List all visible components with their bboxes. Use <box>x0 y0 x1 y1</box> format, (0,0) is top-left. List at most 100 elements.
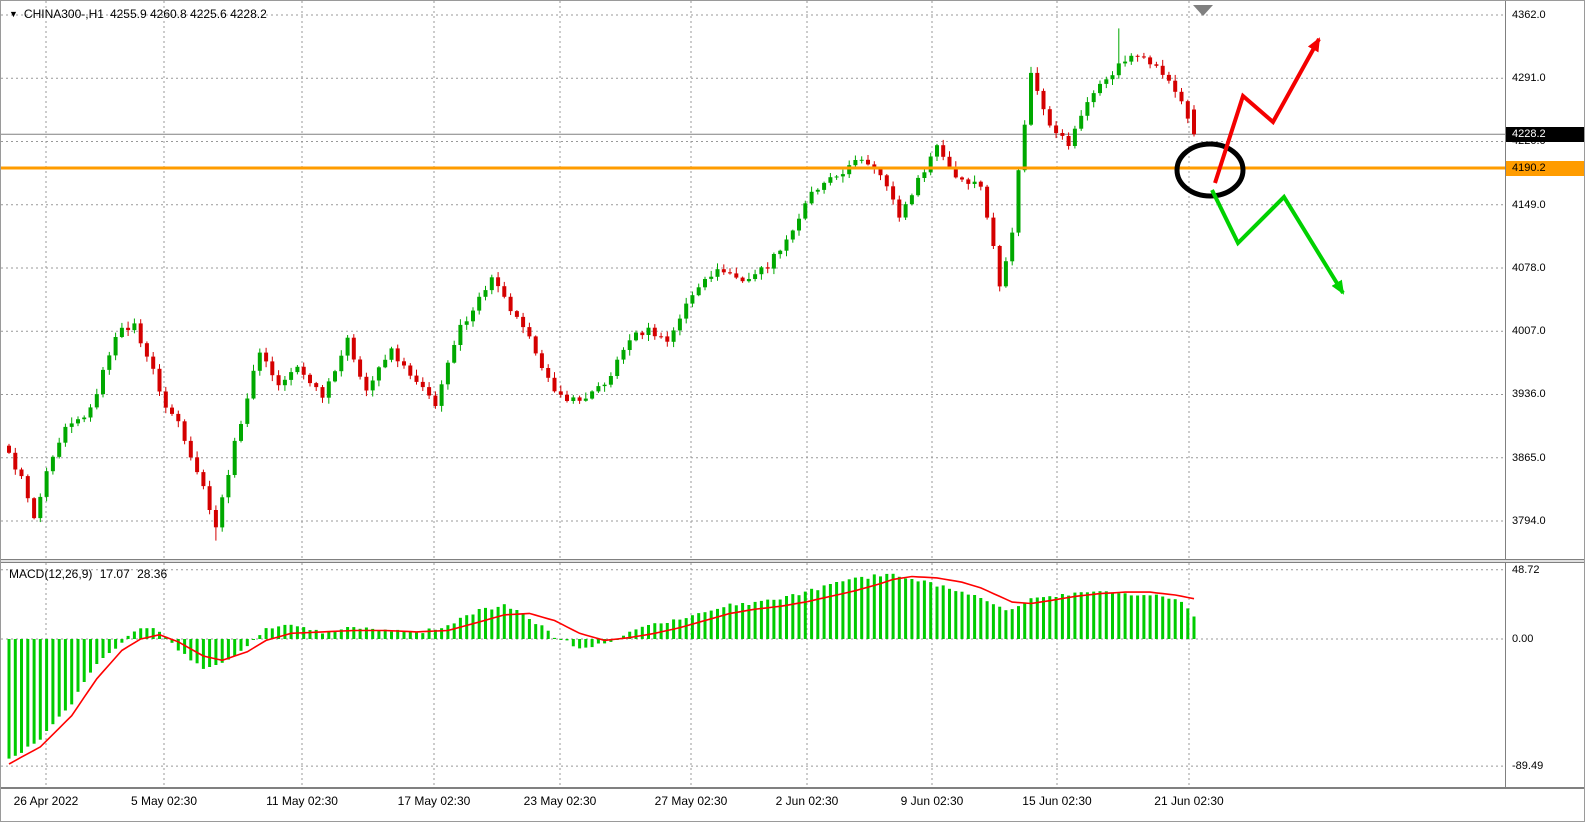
macd-bar <box>502 604 506 639</box>
macd-bar <box>822 585 826 639</box>
bearish-projection-arrow[interactable] <box>1210 189 1345 295</box>
candle <box>897 199 902 218</box>
macd-chart[interactable] <box>1 563 1505 787</box>
candle <box>314 383 319 388</box>
candle <box>370 380 375 391</box>
candle <box>170 407 174 414</box>
macd-bar <box>258 635 262 639</box>
candle <box>696 287 701 296</box>
candle <box>571 397 576 401</box>
macd-bar <box>358 628 362 639</box>
highlight-ellipse[interactable] <box>1174 141 1246 199</box>
macd-bar <box>333 631 337 639</box>
macd-bar <box>628 631 632 639</box>
macd-bar <box>220 639 224 663</box>
candle <box>822 182 827 190</box>
candle <box>715 269 720 277</box>
macd-grid <box>1 563 1505 787</box>
macd-bar <box>584 639 588 648</box>
candle <box>257 352 262 371</box>
macd-bar <box>20 639 23 753</box>
candle <box>464 321 469 325</box>
macd-bar <box>578 639 582 649</box>
candle <box>188 440 193 458</box>
macd-bar <box>954 591 958 639</box>
macd-bar <box>1123 593 1127 639</box>
candle <box>496 277 501 287</box>
candle <box>107 355 112 370</box>
candle <box>195 457 200 473</box>
macd-bar <box>477 609 481 639</box>
macd-bar <box>51 639 55 725</box>
price-axis-label: 3936.0 <box>1512 388 1546 401</box>
chart-header[interactable]: ▼ CHINA300-,H1 4255.9 4260.8 4225.6 4228… <box>9 7 267 21</box>
macd-bar <box>634 629 638 639</box>
macd-bar <box>571 639 575 647</box>
candle <box>1179 91 1184 102</box>
macd-bar <box>421 633 425 639</box>
panel-resize-divider[interactable] <box>1 559 1584 563</box>
candle <box>264 352 269 362</box>
candle <box>1154 64 1159 66</box>
candle <box>132 323 137 331</box>
candle <box>1003 261 1008 287</box>
macd-bar <box>1098 591 1102 639</box>
candles <box>7 28 1196 541</box>
support-line-price-badge: 4190.2 <box>1506 160 1584 176</box>
macd-bar <box>13 639 17 756</box>
price-axis-label: 4149.0 <box>1512 198 1546 211</box>
chart-shift-marker-icon[interactable] <box>1193 5 1213 16</box>
macd-bar <box>390 631 393 639</box>
macd-bar <box>885 573 889 639</box>
candle <box>452 345 457 363</box>
macd-bar <box>1079 592 1083 639</box>
macd-bar <box>484 607 487 639</box>
candle <box>909 195 914 205</box>
candle <box>671 330 676 342</box>
macd-bar <box>1035 597 1039 639</box>
symbol-dropdown-icon[interactable]: ▼ <box>9 8 18 19</box>
macd-bar <box>728 603 732 639</box>
candle <box>615 359 620 376</box>
macd-bar <box>201 639 205 669</box>
macd-bar <box>32 639 36 744</box>
macd-bar <box>214 639 218 665</box>
candle <box>1110 75 1115 80</box>
macd-bar <box>553 637 556 639</box>
candle <box>151 356 156 369</box>
candle <box>157 368 162 392</box>
price-axis-label: 3794.0 <box>1512 514 1546 527</box>
candle <box>740 277 745 282</box>
candle <box>201 472 206 487</box>
candle <box>602 384 607 387</box>
macd-bar <box>1148 595 1152 639</box>
candle <box>608 376 613 385</box>
time-axis: 26 Apr 2022 5 May 02:30 11 May 02:30 17 May… <box>1 789 1584 821</box>
candle <box>471 310 475 322</box>
candle <box>928 156 933 173</box>
macd-bar <box>1173 599 1177 639</box>
candle <box>803 203 808 219</box>
macd-bar <box>433 629 437 639</box>
candle <box>1072 128 1077 146</box>
candle <box>402 361 406 366</box>
macd-signal-line <box>8 575 1195 765</box>
macd-bar <box>697 613 701 639</box>
price-chart[interactable] <box>1 1 1505 559</box>
macd-bar <box>114 639 118 649</box>
candle <box>771 254 776 269</box>
candle <box>1148 57 1153 65</box>
candle <box>941 145 946 157</box>
candle <box>176 413 181 422</box>
candle <box>1010 232 1015 262</box>
bullish-projection-arrow[interactable] <box>1213 37 1321 184</box>
candle <box>101 369 105 395</box>
macd-bar <box>440 628 444 639</box>
macd-name: MACD(12,26,9) <box>9 567 93 581</box>
candle <box>13 452 18 470</box>
candle <box>840 174 845 177</box>
macd-bar <box>879 576 882 639</box>
macd-bar <box>45 639 49 731</box>
candle <box>590 391 595 399</box>
candle <box>539 353 544 368</box>
